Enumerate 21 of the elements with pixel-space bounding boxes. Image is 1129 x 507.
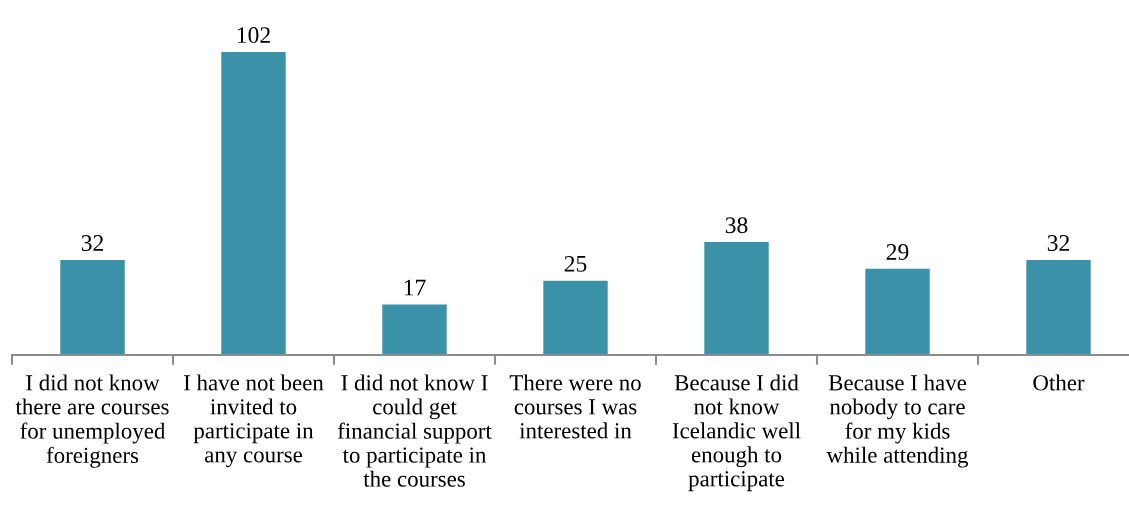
data-label: 32: [81, 235, 103, 251]
bar: [865, 268, 930, 355]
x-tick-label: Other: [1033, 374, 1085, 391]
data-label: 17: [404, 279, 426, 296]
data-label: 25: [564, 255, 587, 272]
x-tick-label: There were no courses I was interested in: [509, 374, 641, 439]
x-tick-label: I did not know I could get financial support to participate in the courses: [337, 374, 492, 487]
x-tick-label: Because I did not know Icelandic well enough to participate: [672, 374, 801, 492]
bar: [221, 52, 286, 355]
data-label: 29: [886, 244, 909, 260]
bar: [543, 280, 608, 355]
bar: [382, 304, 447, 355]
x-tick-label: Because I have nobody to care for my kids while attending: [826, 374, 969, 468]
data-label: 38: [725, 217, 748, 234]
bar: [60, 259, 125, 355]
data-label: 32: [1047, 235, 1069, 251]
x-tick-label: I have not been invited to participate in any course: [184, 374, 324, 468]
x-tick-label: I did not know there are courses for unemployed foreigners: [15, 374, 169, 468]
bar: [1026, 259, 1091, 355]
bar: [704, 242, 769, 355]
data-label: 102: [237, 27, 270, 44]
